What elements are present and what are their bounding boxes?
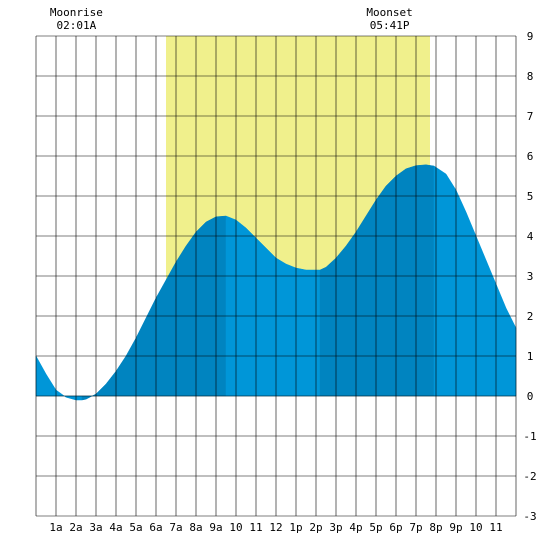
x-tick-label: 4a: [109, 521, 122, 534]
x-tick-label: 4p: [349, 521, 362, 534]
y-tick-label: 5: [527, 190, 534, 203]
y-tick-label: 0: [527, 390, 534, 403]
moonrise-label: Moonrise: [50, 6, 103, 19]
y-tick-label: 3: [527, 270, 534, 283]
tide-segment-2: [225, 215, 321, 397]
tide-segment-4: [433, 165, 517, 397]
x-tick-label: 2a: [69, 521, 82, 534]
x-tick-label: 7a: [169, 521, 182, 534]
y-tick-label: 9: [527, 30, 534, 43]
y-tick-label: 2: [527, 310, 534, 323]
moonset-time: 05:41P: [370, 19, 410, 32]
grid: [35, 35, 517, 517]
x-tick-label: 9p: [449, 521, 462, 534]
x-tick-label: 9a: [209, 521, 222, 534]
x-tick-label: 8a: [189, 521, 202, 534]
x-tick-label: 7p: [409, 521, 422, 534]
y-tick-label: -1: [523, 430, 536, 443]
x-tick-label: 2p: [309, 521, 322, 534]
x-tick-label: 6a: [149, 521, 162, 534]
moonset-label: Moonset: [366, 6, 412, 19]
x-tick-label: 5p: [369, 521, 382, 534]
y-tick-label: 8: [527, 70, 534, 83]
x-tick-label: 1p: [289, 521, 302, 534]
tide-segment-0: [35, 355, 83, 401]
y-tick-label: 1: [527, 350, 534, 363]
y-tick-label: 6: [527, 150, 534, 163]
y-tick-label: 4: [527, 230, 534, 243]
tide-segment-3: [319, 164, 435, 397]
x-tick-label: 3p: [329, 521, 342, 534]
x-axis-labels: 1a 2a 3a 4a 5a 6a 7a 8a 9a 10 11 12 1p 2p 3p 4p 5p 6p 7p 8p…: [49, 521, 502, 534]
x-tick-label: 5a: [129, 521, 142, 534]
y-axis-labels: -3 -2 -1 0 1 2 3 4 5 6 7 8 9: [523, 30, 536, 523]
x-tick-label: 3a: [89, 521, 102, 534]
tide-segment-1: [81, 215, 227, 401]
x-tick-label: 10: [469, 521, 482, 534]
x-tick-label: 1a: [49, 521, 62, 534]
x-tick-label: 10: [229, 521, 242, 534]
x-tick-label: 6p: [389, 521, 402, 534]
y-tick-label: -2: [523, 470, 536, 483]
x-tick-label: 12: [269, 521, 282, 534]
tide-area: [35, 164, 517, 401]
y-tick-label: 7: [527, 110, 534, 123]
moonrise-time: 02:01A: [57, 19, 97, 32]
x-tick-label: 11: [489, 521, 502, 534]
x-tick-label: 8p: [429, 521, 442, 534]
y-tick-label: -3: [523, 510, 536, 523]
x-tick-label: 11: [249, 521, 262, 534]
